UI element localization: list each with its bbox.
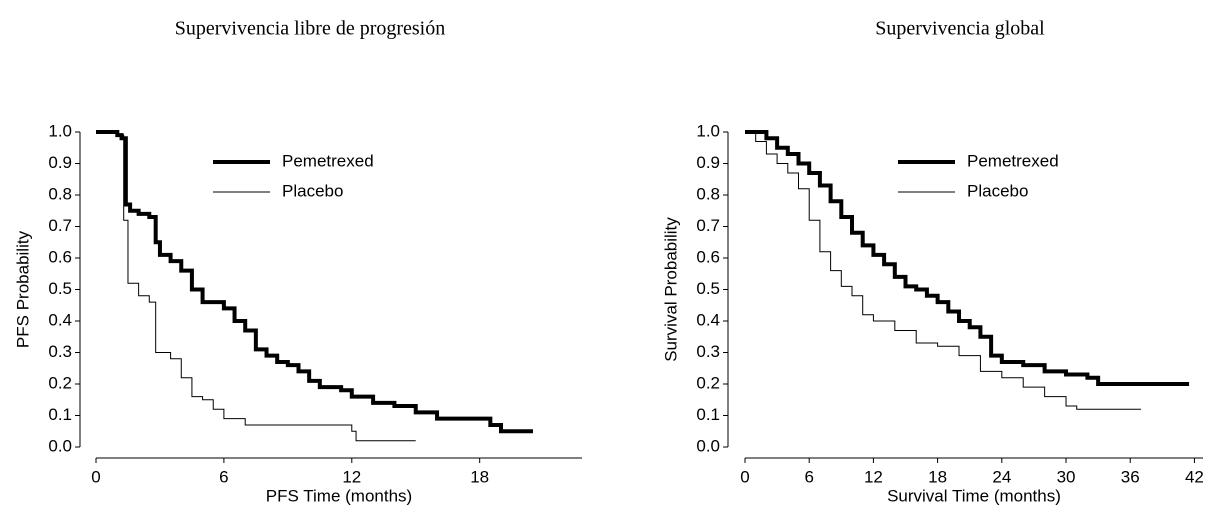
survival-curve bbox=[96, 131, 416, 442]
y-tick-label: 0.6 bbox=[696, 247, 720, 266]
y-tick-label: 0.3 bbox=[48, 342, 72, 361]
legend-label: Placebo bbox=[967, 181, 1028, 200]
y-tick-label: 0.1 bbox=[696, 405, 720, 424]
x-tick-label: 12 bbox=[342, 467, 361, 486]
x-tick-label: 12 bbox=[864, 467, 883, 486]
y-tick-label: 0.5 bbox=[48, 279, 72, 298]
y-tick-label: 0.4 bbox=[696, 310, 720, 329]
x-tick-label: 36 bbox=[1121, 467, 1140, 486]
survival-curve bbox=[96, 130, 533, 434]
y-tick-label: 0.6 bbox=[48, 247, 72, 266]
y-tick-label: 0.4 bbox=[48, 310, 72, 329]
y-tick-label: 0.2 bbox=[696, 373, 720, 392]
x-tick-label: 6 bbox=[219, 467, 228, 486]
y-tick-label: 1.0 bbox=[696, 121, 720, 140]
y-tick-label: 0.0 bbox=[48, 436, 72, 455]
y-tick-label: 0.9 bbox=[48, 153, 72, 172]
y-tick-label: 0.5 bbox=[696, 279, 720, 298]
x-tick-label: 0 bbox=[91, 467, 100, 486]
x-axis-label: PFS Time (months) bbox=[266, 486, 412, 505]
chart-title: Supervivencia libre de progresión bbox=[175, 18, 445, 40]
y-tick-label: 0.8 bbox=[48, 184, 72, 203]
y-tick-label: 0.1 bbox=[48, 405, 72, 424]
legend-label: Placebo bbox=[282, 181, 343, 200]
x-tick-label: 30 bbox=[1057, 467, 1076, 486]
x-tick-label: 24 bbox=[992, 467, 1011, 486]
survival-curve bbox=[745, 130, 1190, 386]
y-axis-label: PFS Probability bbox=[13, 230, 32, 348]
y-tick-label: 0.7 bbox=[696, 216, 720, 235]
x-tick-label: 0 bbox=[740, 467, 749, 486]
y-tick-label: 0.9 bbox=[696, 153, 720, 172]
legend-label: Pemetrexed bbox=[967, 151, 1059, 170]
legend-label: Pemetrexed bbox=[282, 151, 374, 170]
x-tick-label: 18 bbox=[928, 467, 947, 486]
chart-title: Supervivencia global bbox=[875, 18, 1045, 40]
y-tick-label: 0.2 bbox=[48, 373, 72, 392]
y-tick-label: 0.0 bbox=[696, 436, 720, 455]
y-tick-label: 0.8 bbox=[696, 184, 720, 203]
x-axis-label: Survival Time (months) bbox=[887, 486, 1061, 505]
y-axis-label: Survival Probability bbox=[661, 217, 680, 362]
survival-curve bbox=[745, 131, 1141, 410]
y-tick-label: 1.0 bbox=[48, 121, 72, 140]
y-tick-label: 0.3 bbox=[696, 342, 720, 361]
y-tick-label: 0.7 bbox=[48, 216, 72, 235]
x-tick-label: 6 bbox=[804, 467, 813, 486]
x-tick-label: 42 bbox=[1185, 467, 1204, 486]
x-tick-label: 18 bbox=[470, 467, 489, 486]
